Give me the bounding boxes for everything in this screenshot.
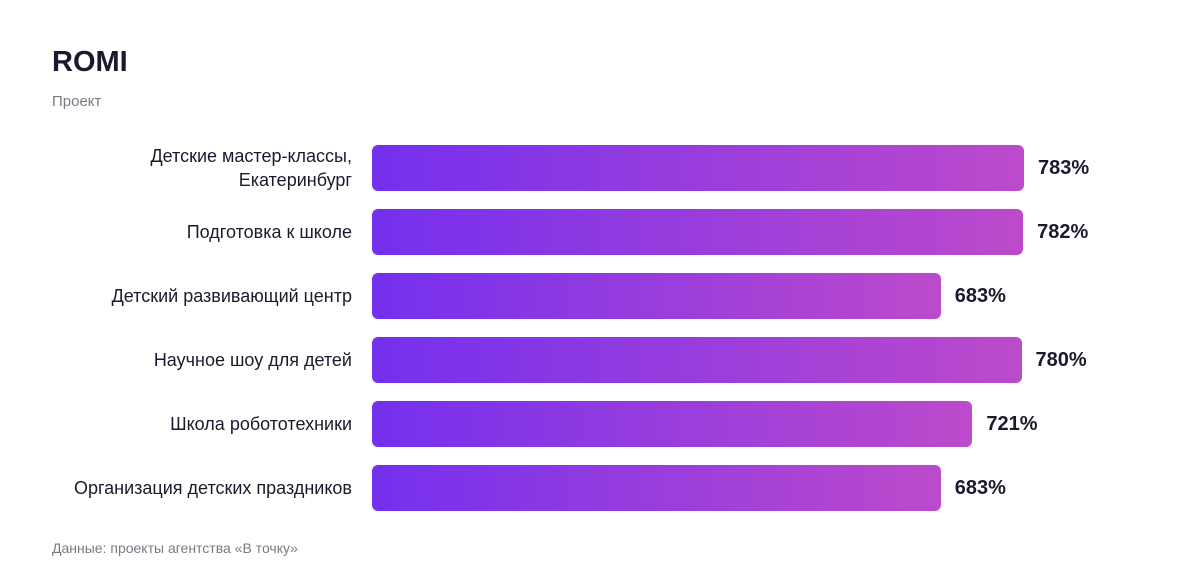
category-label-box: Организация детских праздников — [40, 465, 352, 511]
bar — [372, 465, 941, 511]
chart-title: ROMI — [52, 46, 128, 78]
bar — [372, 209, 1024, 255]
value-label: 683% — [954, 285, 1006, 307]
value-label: 721% — [986, 413, 1038, 435]
category-label-box: Научное шоу для детей — [40, 337, 352, 383]
category-label: Подготовка к школе — [186, 222, 352, 242]
category-label-box: Детский развивающий центр — [40, 273, 352, 319]
category-label-box: Детские мастер-классы, Екатеринбург — [40, 145, 352, 191]
category-label: Школа робототехники — [170, 414, 352, 434]
category-label: Детский развивающий центр — [111, 286, 352, 306]
bar — [372, 273, 941, 319]
value-label: 782% — [1037, 221, 1089, 243]
bar — [372, 145, 1024, 191]
category-label: Научное шоу для детей — [153, 350, 352, 370]
value-label: 783% — [1038, 157, 1090, 179]
category-label: Организация детских праздников — [73, 478, 352, 498]
category-label-box: Подготовка к школе — [40, 209, 352, 255]
bar — [372, 337, 1022, 383]
category-label-box: Школа робототехники — [40, 401, 352, 447]
category-label: Детские мастер-классы, Екатеринбург — [150, 146, 352, 190]
bar — [372, 401, 973, 447]
chart-subtitle: Проект — [52, 93, 102, 110]
value-label: 780% — [1035, 349, 1087, 371]
value-label: 683% — [954, 477, 1006, 499]
source-note: Данные: проекты агентства «В точку» — [52, 540, 298, 556]
